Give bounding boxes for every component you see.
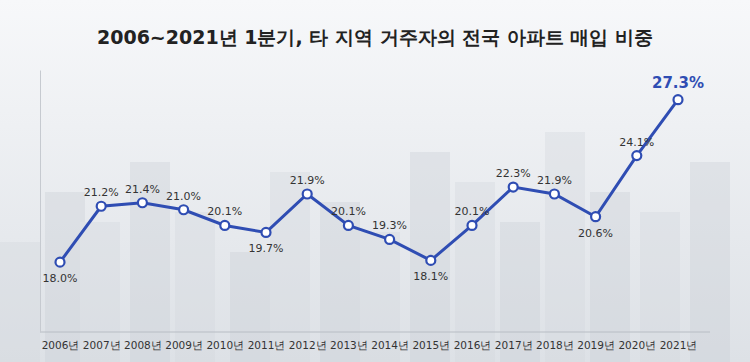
data-label: 27.3% (652, 74, 704, 92)
data-label: 24.1% (619, 136, 654, 149)
building (270, 172, 310, 362)
marker (179, 205, 188, 214)
x-tick: 2006년 (42, 332, 80, 351)
x-tick-label: 2019년 (577, 339, 615, 351)
background (0, 0, 750, 362)
marker (468, 221, 477, 230)
data-label: 20.1% (331, 205, 366, 218)
building (455, 182, 495, 362)
marker (138, 198, 147, 207)
x-tick-label: 2017년 (495, 339, 533, 351)
chart: 2006~2021년 1분기, 타 지역 거주자의 전국 아파트 매입 비중 20… (0, 0, 750, 362)
marker (591, 212, 600, 221)
x-tick: 2019년 (577, 332, 615, 351)
x-tick: 2021년 (660, 332, 698, 351)
x-tick-label: 2021년 (660, 339, 698, 351)
x-tick-label: 2008년 (124, 339, 162, 351)
y-axis-line (40, 71, 41, 333)
plot (56, 95, 683, 266)
x-tick: 2013년 (330, 332, 368, 351)
x-axis-line (40, 332, 710, 333)
x-tick: 2017년 (495, 332, 533, 351)
marker (632, 151, 641, 160)
x-tick-label: 2009년 (165, 339, 203, 351)
data-label: 19.3% (372, 219, 407, 232)
title: 2006~2021년 1분기, 타 지역 거주자의 전국 아파트 매입 비중 (97, 26, 653, 48)
marker (97, 202, 106, 211)
x-tick-label: 2016년 (454, 339, 492, 351)
marker (303, 190, 312, 199)
marker (56, 258, 65, 267)
x-tick-label: 2010년 (206, 339, 244, 351)
x-tick: 2020년 (618, 332, 656, 351)
x-tick-label: 2012년 (289, 339, 327, 351)
building (80, 222, 120, 362)
marker (344, 221, 353, 230)
x-tick: 2012년 (289, 332, 327, 351)
line (60, 100, 678, 262)
x-tick-label: 2007년 (83, 339, 121, 351)
building (410, 152, 450, 362)
x-tick: 2015년 (412, 332, 450, 351)
x-tick-label: 2006년 (42, 339, 80, 351)
building (0, 242, 40, 362)
data-label: 18.0% (43, 272, 78, 285)
x-tick: 2011년 (248, 332, 286, 351)
x-tick-label: 2011년 (248, 339, 286, 351)
x-tick: 2007년 (83, 332, 121, 351)
x-tick: 2010년 (206, 332, 244, 351)
x-tick-label: 2015년 (412, 339, 450, 351)
marker (385, 235, 394, 244)
data-labels: 18.0% 21.2% 21.4% 21.0% 20.1% 19.7% 21.9% 20.1%… (43, 74, 705, 285)
data-label: 21.9% (537, 174, 572, 187)
x-tick: 2014년 (371, 332, 409, 351)
x-tick-label: 2018년 (536, 339, 574, 351)
building (590, 192, 630, 362)
data-label: 20.1% (207, 205, 242, 218)
marker (550, 190, 559, 199)
data-label: 19.7% (249, 242, 284, 255)
marker (509, 183, 518, 192)
marker (220, 221, 229, 230)
data-label: 20.1% (455, 205, 490, 218)
marker (674, 95, 683, 104)
x-tick: 2018년 (536, 332, 574, 351)
data-label: 20.6% (578, 227, 613, 240)
x-tick-label: 2013년 (330, 339, 368, 351)
data-label: 21.2% (84, 186, 119, 199)
data-label: 22.3% (496, 167, 531, 180)
y-axis (40, 71, 41, 333)
marker (426, 256, 435, 265)
marker (262, 228, 271, 237)
data-label: 21.9% (290, 174, 325, 187)
x-tick: 2016년 (454, 332, 492, 351)
x-tick: 2009년 (165, 332, 203, 351)
x-tick-label: 2020년 (618, 339, 656, 351)
data-label: 21.4% (125, 183, 160, 196)
x-tick-label: 2014년 (371, 339, 409, 351)
building (545, 132, 585, 362)
x-axis: 2006년2007년2008년2009년2010년 2011년2012년2013년… (40, 332, 710, 351)
x-tick: 2008년 (124, 332, 162, 351)
cityscape (0, 132, 730, 362)
data-label: 18.1% (413, 270, 448, 283)
data-label: 21.0% (166, 190, 201, 203)
